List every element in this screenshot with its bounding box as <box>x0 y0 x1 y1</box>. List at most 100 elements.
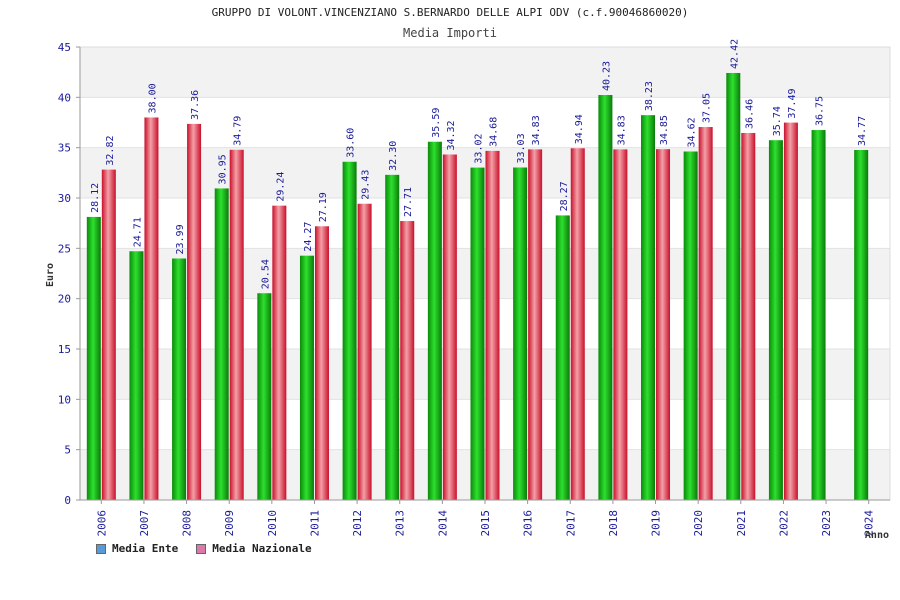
x-axis-label: Anno <box>865 530 889 541</box>
bar-media-nazionale-2019 <box>656 149 671 500</box>
x-tick-label-2011: 2011 <box>308 510 321 537</box>
bar-media-ente-2012 <box>342 161 357 500</box>
x-tick-label-2006: 2006 <box>95 510 108 537</box>
data-label-media-nazionale-2009: 34.79 <box>233 116 244 146</box>
x-tick-label-2023: 2023 <box>820 510 833 537</box>
data-label-media-ente-2010: 20.54 <box>260 259 271 289</box>
data-label-media-ente-2023: 36.75 <box>815 96 826 126</box>
bar-media-ente-2007 <box>129 251 144 500</box>
x-tick-label-2009: 2009 <box>223 510 236 537</box>
bar-media-ente-2018 <box>598 95 613 500</box>
data-label-media-ente-2020: 34.62 <box>687 117 698 147</box>
data-label-media-ente-2012: 33.60 <box>346 128 357 158</box>
bar-media-ente-2021 <box>726 72 741 501</box>
bar-media-ente-2019 <box>641 115 656 500</box>
y-tick-label: 0 <box>64 494 71 507</box>
bar-media-ente-2023 <box>811 130 826 501</box>
data-label-media-ente-2017: 28.27 <box>559 181 570 211</box>
data-label-media-ente-2014: 35.59 <box>431 108 442 138</box>
bar-media-nazionale-2017 <box>570 148 585 500</box>
x-tick-label-2013: 2013 <box>394 510 407 537</box>
bar-media-nazionale-2012 <box>357 203 372 500</box>
y-tick-label: 5 <box>64 444 71 457</box>
bar-media-nazionale-2008 <box>187 123 202 500</box>
bar-media-ente-2010 <box>257 293 272 500</box>
data-label-media-nazionale-2016: 34.83 <box>531 115 542 145</box>
data-label-media-nazionale-2018: 34.83 <box>616 115 627 145</box>
x-tick-label-2010: 2010 <box>266 510 279 537</box>
grid-band <box>80 47 890 98</box>
data-label-media-ente-2013: 32.30 <box>388 141 399 171</box>
plot-background <box>79 46 891 501</box>
data-label-media-nazionale-2007: 38.00 <box>147 83 158 113</box>
y-axis: 0 5 10 15 20 25 30 35 40 45 <box>58 41 81 507</box>
x-tick-label-2024: 2024 <box>863 510 876 537</box>
bar-media-ente-2014 <box>427 141 442 500</box>
grid-band <box>80 349 890 400</box>
legend-item-media-ente: Media Ente <box>96 542 178 555</box>
data-label-media-nazionale-2012: 29.43 <box>361 170 372 200</box>
y-axis-label: Euro <box>45 263 56 287</box>
data-label-media-ente-2011: 24.27 <box>303 222 314 252</box>
data-label-media-nazionale-2022: 37.49 <box>787 88 798 118</box>
data-label-media-ente-2019: 38.23 <box>644 81 655 111</box>
y-tick-label: 15 <box>58 343 71 356</box>
data-label-media-ente-2007: 24.71 <box>132 217 143 247</box>
legend-item-media-nazionale: Media Nazionale <box>196 542 312 555</box>
bar-media-ente-2020 <box>683 151 698 500</box>
y-tick-label: 45 <box>58 41 71 54</box>
data-label-media-nazionale-2006: 32.82 <box>105 136 116 166</box>
x-tick-label-2017: 2017 <box>564 510 577 537</box>
data-label-media-ente-2008: 23.99 <box>175 224 186 254</box>
bar-media-nazionale-2015 <box>485 150 500 500</box>
data-label-media-nazionale-2010: 29.24 <box>275 172 286 202</box>
bar-media-ente-2017 <box>555 215 570 500</box>
bar-media-nazionale-2018 <box>613 149 628 501</box>
data-label-media-ente-2016: 33.03 <box>516 133 527 163</box>
bar-media-ente-2009 <box>214 188 229 501</box>
x-tick-label-2007: 2007 <box>138 510 151 537</box>
bar-media-ente-2022 <box>768 140 783 500</box>
bar-media-nazionale-2010 <box>272 205 287 500</box>
data-label-media-nazionale-2015: 34.68 <box>489 117 500 147</box>
chart-legend: Media Ente Media Nazionale <box>96 542 312 555</box>
data-label-media-nazionale-2008: 37.36 <box>190 90 201 120</box>
x-tick-label-2008: 2008 <box>181 510 194 537</box>
x-tick-label-2020: 2020 <box>692 510 705 537</box>
data-label-media-nazionale-2014: 34.32 <box>446 120 457 150</box>
data-label-media-nazionale-2021: 36.46 <box>744 99 755 129</box>
grid-band <box>80 198 890 249</box>
data-label-media-nazionale-2013: 27.71 <box>403 187 414 217</box>
data-label-media-ente-2018: 40.23 <box>601 61 612 91</box>
bar-media-ente-2016 <box>513 167 528 501</box>
data-label-media-ente-2009: 30.95 <box>218 154 229 184</box>
data-label-media-nazionale-2017: 34.94 <box>574 114 585 144</box>
bar-media-ente-2013 <box>385 174 400 500</box>
grid-band <box>80 399 890 450</box>
bar-media-ente-2008 <box>172 258 187 500</box>
bar-media-ente-2011 <box>299 255 314 500</box>
x-tick-label-2012: 2012 <box>351 510 364 537</box>
legend-swatch-media-ente <box>96 543 106 554</box>
bar-media-nazionale-2020 <box>698 127 713 500</box>
legend-label-media-ente: Media Ente <box>112 542 179 555</box>
data-label-media-ente-2021: 42.42 <box>729 39 740 69</box>
bar-media-nazionale-2011 <box>314 226 329 500</box>
bar-series: 28.12 32.82 24.71 38.00 23.99 37.36 30.95 34.79… <box>86 39 869 501</box>
data-label-media-nazionale-2011: 27.19 <box>318 192 329 222</box>
legend-label-media-nazionale: Media Nazionale <box>212 542 312 555</box>
bar-media-nazionale-2007 <box>144 117 159 500</box>
grid-band <box>80 97 890 148</box>
legend-swatch-media-nazionale <box>196 543 207 554</box>
y-tick-label: 20 <box>58 293 71 306</box>
data-label-media-ente-2022: 35.74 <box>772 106 783 136</box>
x-tick-label-2018: 2018 <box>607 510 620 537</box>
y-tick-label: 10 <box>58 393 71 406</box>
x-tick-label-2014: 2014 <box>436 510 449 537</box>
grid-band <box>80 449 890 500</box>
data-label-media-nazionale-2019: 34.85 <box>659 115 670 145</box>
bar-media-nazionale-2009 <box>229 149 244 500</box>
chart-subtitle: Media Importi <box>403 26 497 40</box>
bar-media-ente-2006 <box>86 216 101 500</box>
